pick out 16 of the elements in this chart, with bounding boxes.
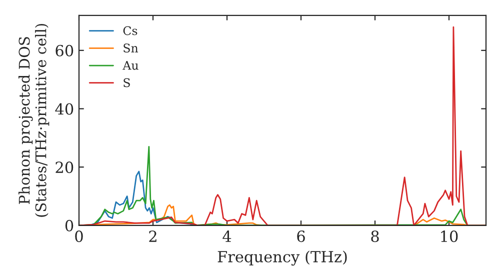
y-tick-label: 20 bbox=[56, 162, 74, 174]
x-tick-label: 4 bbox=[222, 230, 232, 242]
x-tick-label: 2 bbox=[149, 230, 156, 242]
x-tick-label: 0 bbox=[75, 230, 83, 242]
x-axis-title: Frequency (THz) bbox=[218, 250, 347, 266]
x-tick-label: 10 bbox=[441, 230, 458, 242]
y-tick-label: 40 bbox=[55, 103, 74, 115]
legend-label: Cs bbox=[123, 26, 138, 36]
legend-label: Au bbox=[122, 61, 138, 70]
y-tick-label: 60 bbox=[56, 44, 74, 56]
y-axis-title: Phonon projected DOS (States/THz·primitive cell) bbox=[18, 24, 50, 217]
x-tick-label: 6 bbox=[297, 230, 305, 242]
y-tick-label: 0 bbox=[65, 220, 74, 232]
legend-label: Sn bbox=[124, 44, 138, 52]
x-tick-label: 8 bbox=[371, 230, 379, 242]
legend-label: S bbox=[124, 78, 130, 88]
